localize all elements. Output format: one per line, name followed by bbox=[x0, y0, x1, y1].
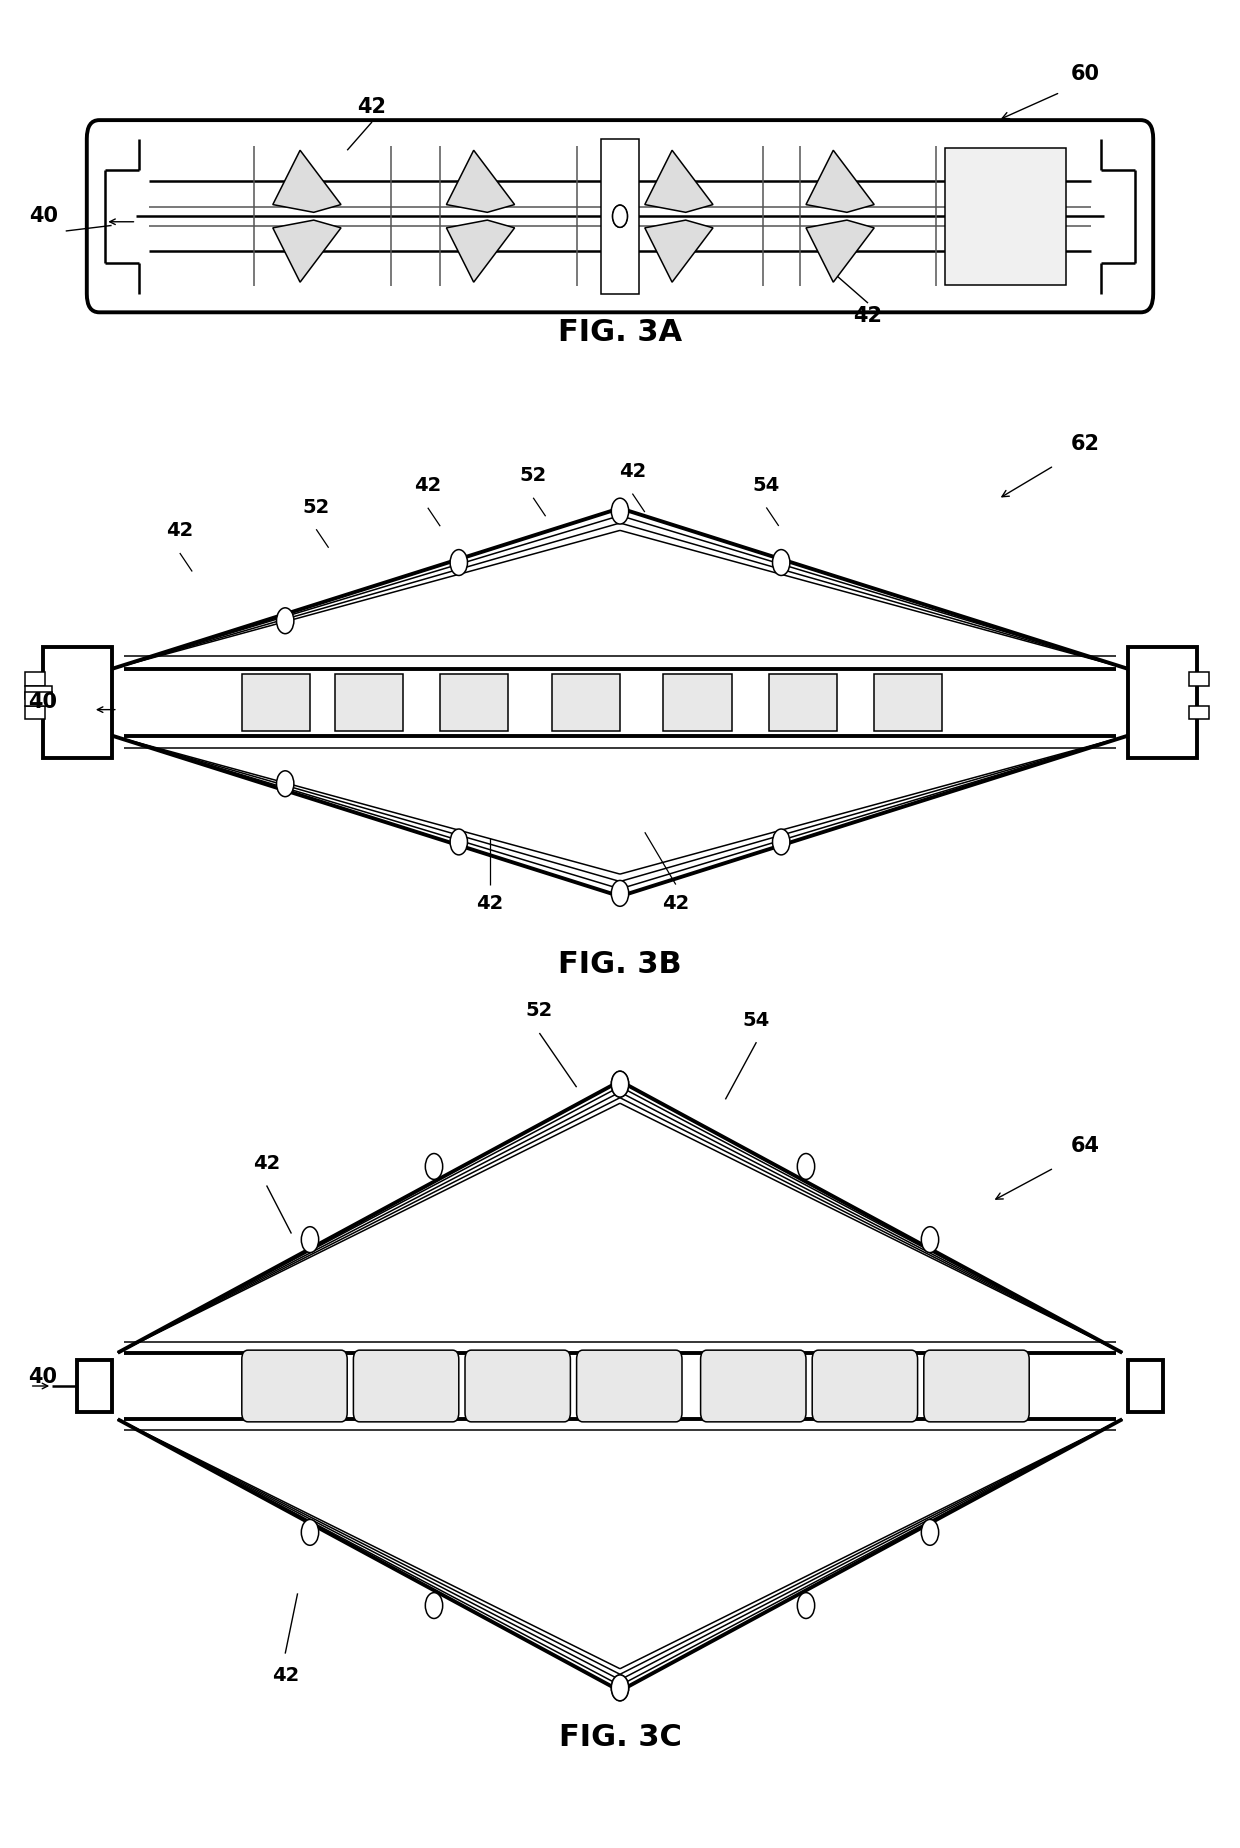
Circle shape bbox=[797, 1153, 815, 1179]
Text: 42: 42 bbox=[476, 894, 503, 913]
Circle shape bbox=[611, 1072, 629, 1098]
Bar bbox=[552, 675, 620, 730]
Circle shape bbox=[797, 1593, 815, 1619]
Text: 60: 60 bbox=[1070, 65, 1100, 83]
Text: 52: 52 bbox=[303, 497, 330, 517]
Text: 42: 42 bbox=[166, 521, 193, 540]
Bar bbox=[440, 675, 508, 730]
Text: 40: 40 bbox=[27, 693, 57, 711]
Text: 42: 42 bbox=[272, 1667, 299, 1685]
Text: 42: 42 bbox=[357, 98, 387, 116]
FancyBboxPatch shape bbox=[812, 1351, 918, 1421]
Polygon shape bbox=[806, 220, 874, 283]
Bar bbox=[242, 675, 310, 730]
Text: 52: 52 bbox=[520, 466, 547, 484]
Bar bbox=[1189, 673, 1209, 686]
Text: 54: 54 bbox=[743, 1011, 770, 1029]
Bar bbox=[769, 675, 837, 730]
Bar bbox=[601, 139, 639, 294]
Text: 54: 54 bbox=[753, 475, 780, 495]
Polygon shape bbox=[446, 220, 515, 283]
Text: 42: 42 bbox=[414, 477, 441, 495]
Text: 64: 64 bbox=[1070, 1137, 1100, 1155]
Circle shape bbox=[611, 880, 629, 906]
Text: 42: 42 bbox=[619, 462, 646, 480]
Circle shape bbox=[773, 830, 790, 856]
Bar bbox=[1189, 706, 1209, 719]
Circle shape bbox=[611, 1674, 629, 1700]
Polygon shape bbox=[273, 150, 341, 213]
Circle shape bbox=[773, 549, 790, 575]
Polygon shape bbox=[645, 220, 713, 283]
Polygon shape bbox=[446, 150, 515, 213]
Bar bbox=[77, 1360, 112, 1412]
Text: 42: 42 bbox=[253, 1153, 280, 1173]
FancyBboxPatch shape bbox=[242, 1351, 347, 1421]
Text: FIG. 3C: FIG. 3C bbox=[558, 1722, 682, 1752]
Bar bbox=[1128, 1360, 1163, 1412]
Circle shape bbox=[921, 1519, 939, 1545]
Circle shape bbox=[611, 1072, 629, 1098]
Circle shape bbox=[611, 499, 629, 525]
FancyBboxPatch shape bbox=[87, 120, 1153, 312]
Bar bbox=[945, 148, 1066, 285]
Circle shape bbox=[301, 1519, 319, 1545]
Bar bbox=[25, 686, 52, 699]
Polygon shape bbox=[806, 150, 874, 213]
Bar bbox=[335, 675, 403, 730]
FancyBboxPatch shape bbox=[924, 1351, 1029, 1421]
Circle shape bbox=[450, 830, 467, 856]
Circle shape bbox=[611, 1674, 629, 1700]
FancyBboxPatch shape bbox=[465, 1351, 570, 1421]
Circle shape bbox=[921, 1227, 939, 1253]
Circle shape bbox=[301, 1227, 319, 1253]
Text: 62: 62 bbox=[1070, 434, 1100, 453]
Circle shape bbox=[613, 205, 627, 227]
Circle shape bbox=[277, 771, 294, 796]
Circle shape bbox=[425, 1593, 443, 1619]
FancyBboxPatch shape bbox=[577, 1351, 682, 1421]
Bar bbox=[663, 675, 732, 730]
Circle shape bbox=[277, 608, 294, 634]
Bar bbox=[43, 647, 112, 758]
Text: FIG. 3A: FIG. 3A bbox=[558, 318, 682, 347]
Text: 52: 52 bbox=[526, 1002, 553, 1020]
FancyBboxPatch shape bbox=[701, 1351, 806, 1421]
Text: 40: 40 bbox=[29, 207, 58, 225]
Circle shape bbox=[425, 1153, 443, 1179]
Bar bbox=[1128, 647, 1197, 758]
Text: 42: 42 bbox=[662, 894, 689, 913]
Circle shape bbox=[450, 549, 467, 575]
Polygon shape bbox=[645, 150, 713, 213]
Circle shape bbox=[613, 205, 627, 227]
Polygon shape bbox=[273, 220, 341, 283]
Bar bbox=[874, 675, 942, 730]
Text: 40: 40 bbox=[27, 1368, 57, 1386]
Text: FIG. 3B: FIG. 3B bbox=[558, 950, 682, 979]
Bar bbox=[25, 693, 52, 706]
Text: 42: 42 bbox=[853, 307, 883, 325]
FancyBboxPatch shape bbox=[353, 1351, 459, 1421]
Bar bbox=[25, 673, 45, 686]
Bar bbox=[25, 706, 45, 719]
